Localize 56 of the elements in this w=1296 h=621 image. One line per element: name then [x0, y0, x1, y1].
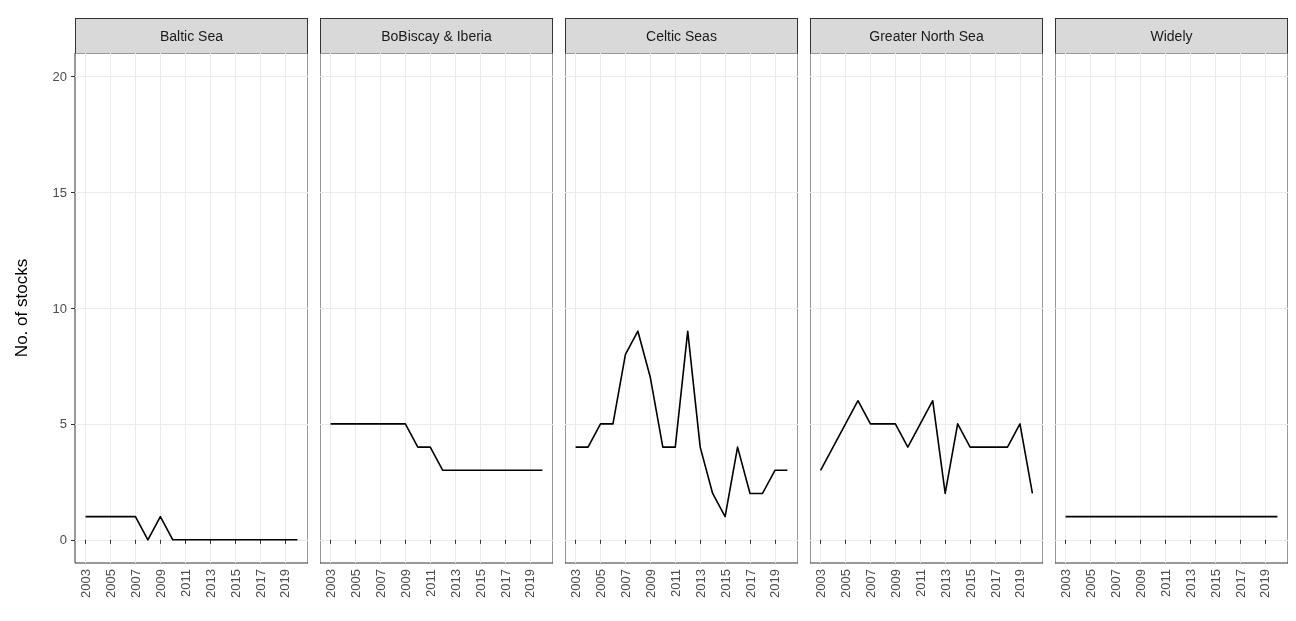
chart-title: Greater North Sea: [869, 28, 984, 44]
x-tick-label: 2011: [422, 569, 438, 597]
x-tick-label: 2015: [962, 569, 978, 598]
x-tick-label: 2011: [1157, 569, 1173, 597]
chart-title: Celtic Seas: [646, 28, 717, 44]
x-tick-label: 2005: [838, 569, 854, 598]
x-tick-label: 2019: [767, 569, 783, 598]
y-tick-label: 0: [59, 532, 67, 548]
x-tick-label: 2005: [593, 569, 609, 598]
x-tick-label: 2009: [642, 569, 658, 598]
x-tick-label: 2019: [1257, 569, 1273, 598]
x-tick-label: 2011: [667, 569, 683, 597]
x-tick-label: 2019: [277, 569, 293, 598]
x-tick-label: 2011: [177, 569, 193, 597]
x-tick-label: 2015: [717, 569, 733, 598]
x-tick-label: 2015: [227, 569, 243, 598]
x-tick-label: 2017: [987, 569, 1003, 598]
chart-title: BoBiscay & Iberia: [381, 28, 492, 44]
x-tick-label: 2017: [742, 569, 758, 598]
x-tick-label: 2007: [1107, 569, 1123, 598]
x-tick-label: 2003: [813, 569, 829, 598]
x-tick-label: 2013: [692, 569, 708, 598]
x-tick-label: 2005: [103, 569, 119, 598]
y-axis-title: No. of stocks: [12, 258, 31, 358]
x-tick-label: 2003: [568, 569, 584, 598]
x-tick-label: 2007: [617, 569, 633, 598]
x-tick-label: 2007: [862, 569, 878, 598]
x-tick-label: 2013: [202, 569, 218, 598]
x-tick-label: 2019: [522, 569, 538, 598]
x-tick-label: 2013: [1182, 569, 1198, 598]
x-tick-label: 2013: [937, 569, 953, 598]
x-tick-label: 2009: [1132, 569, 1148, 598]
x-tick-label: 2009: [152, 569, 168, 598]
x-tick-label: 2003: [1058, 569, 1074, 598]
x-tick-label: 2019: [1012, 569, 1028, 598]
chart-title: Widely: [1150, 28, 1193, 44]
x-tick-label: 2011: [912, 569, 928, 597]
x-tick-label: 2017: [497, 569, 513, 598]
x-tick-label: 2007: [372, 569, 388, 598]
x-tick-label: 2003: [323, 569, 339, 598]
y-tick-label: 10: [52, 300, 67, 316]
chart-title: Baltic Sea: [159, 28, 224, 44]
x-tick-label: 2005: [1083, 569, 1099, 598]
x-tick-label: 2003: [78, 569, 94, 598]
x-tick-label: 2009: [887, 569, 903, 598]
y-tick-label: 20: [52, 68, 67, 84]
x-tick-label: 2005: [348, 569, 364, 598]
x-tick-label: 2013: [447, 569, 463, 598]
y-tick-label: 5: [59, 416, 67, 432]
x-tick-label: 2015: [1207, 569, 1223, 598]
y-tick-label: 15: [52, 184, 67, 200]
x-tick-label: 2007: [127, 569, 143, 598]
x-tick-label: 2015: [472, 569, 488, 598]
x-tick-label: 2017: [1232, 569, 1248, 598]
x-tick-label: 2009: [397, 569, 413, 598]
x-tick-label: 2017: [252, 569, 268, 598]
